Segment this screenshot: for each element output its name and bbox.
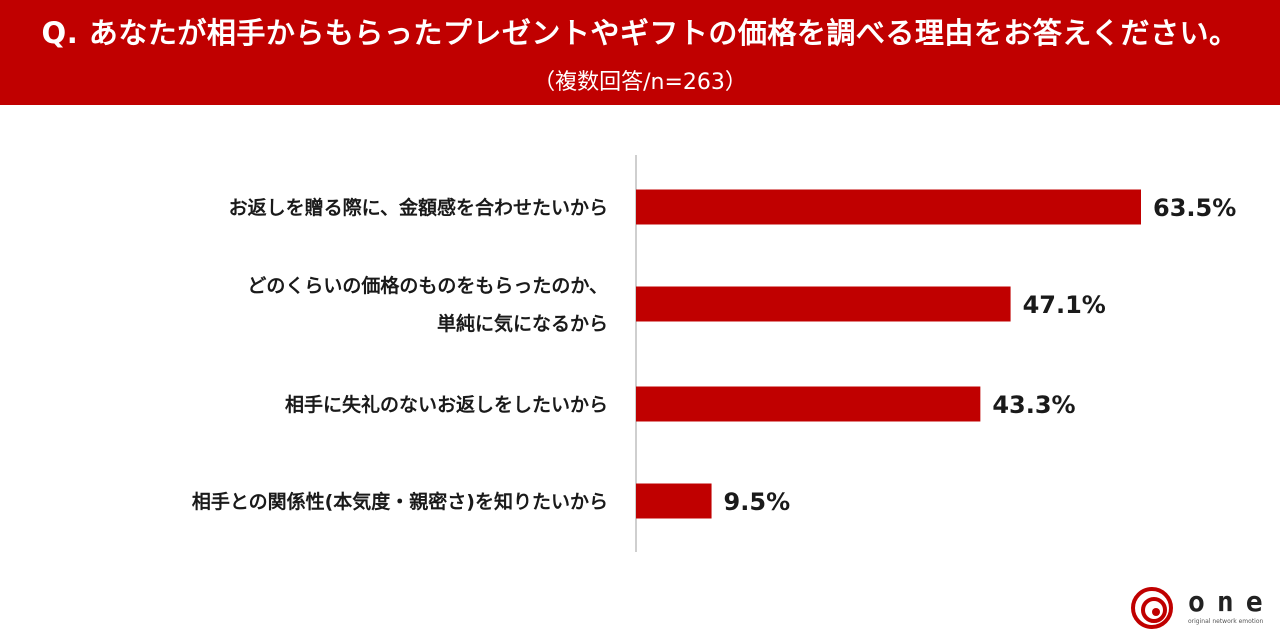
value-label-3: 9.5% (724, 488, 791, 516)
logo-tagline: original network emotion (1188, 618, 1264, 625)
value-label-1: 47.1% (1023, 291, 1106, 319)
category-label-1-0: どのくらいの価格のものをもらったのか、 (247, 274, 608, 297)
logo-text: one (1188, 585, 1275, 618)
category-label-2-0: 相手に失礼のないお返しをしたいから (285, 393, 608, 416)
value-label-2: 43.3% (992, 391, 1075, 419)
one-logo: one original network emotion (1128, 585, 1278, 630)
bar-2 (636, 386, 981, 422)
category-label-1-1: 単純に気になるから (437, 312, 608, 335)
category-label-3-0: 相手との関係性(本気度・親密さ)を知りたいから (192, 490, 608, 513)
question-title: Q. あなたが相手からもらったプレゼントやギフトの価格を調べる理由をお答えくださ… (41, 16, 1239, 50)
bar-3 (636, 483, 712, 519)
question-header: Q. あなたが相手からもらったプレゼントやギフトの価格を調べる理由をお答えくださ… (0, 0, 1280, 105)
bar-1 (636, 286, 1011, 322)
question-subtitle: （複数回答/n=263） (533, 70, 747, 95)
category-label-0-0: お返しを贈る際に、金額感を合わせたいから (229, 196, 608, 219)
value-label-0: 63.5% (1153, 194, 1236, 222)
bar-0 (636, 189, 1141, 225)
logo-swirl-icon (1131, 587, 1173, 629)
